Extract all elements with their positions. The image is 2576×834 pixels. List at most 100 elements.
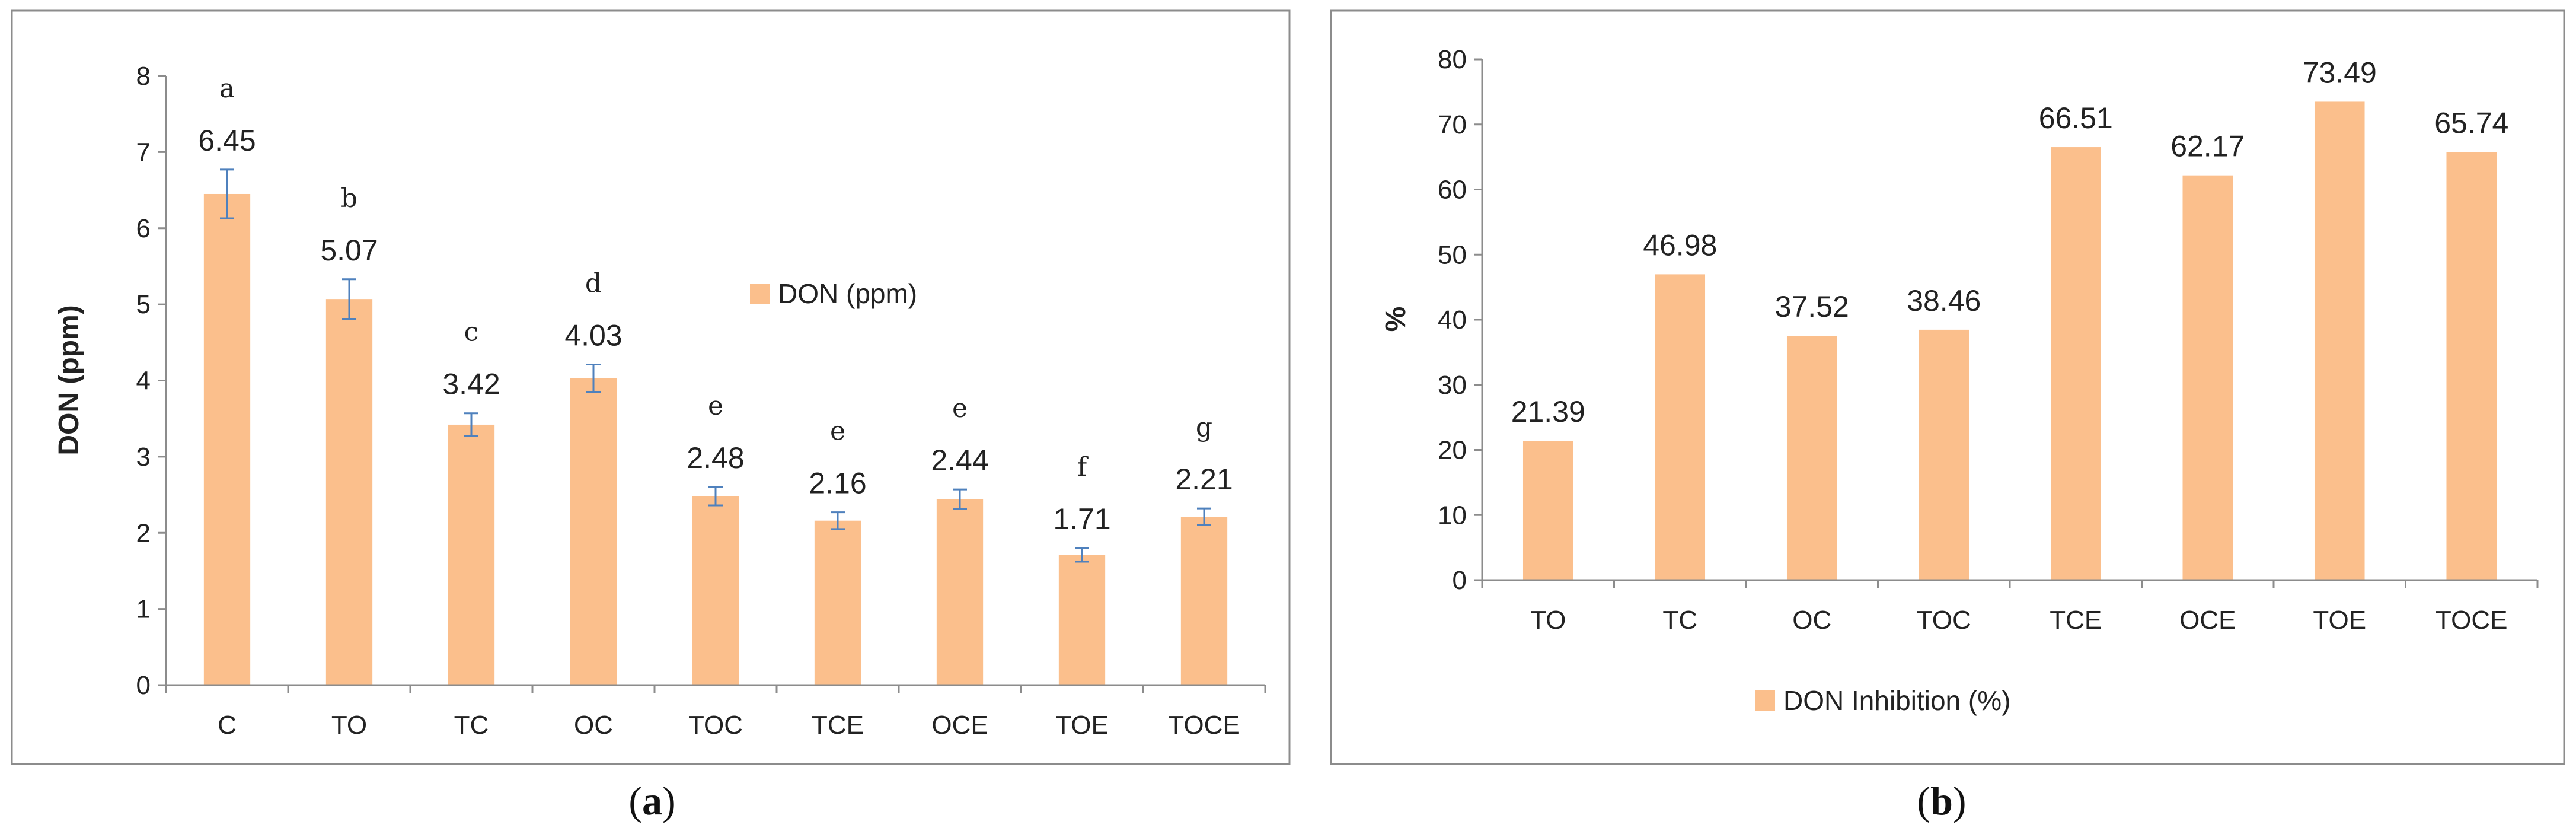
caption-b-close: ) bbox=[1953, 778, 1967, 823]
panel-b-data-label: 37.52 bbox=[1775, 290, 1849, 323]
panel-b-y-tick-label: 70 bbox=[1438, 110, 1467, 139]
panel-a-x-tick-label: TCE bbox=[812, 711, 864, 740]
panel-b-data-label: 65.74 bbox=[2434, 107, 2508, 140]
panel-b-x-tick-label: TOE bbox=[2313, 606, 2366, 635]
panel-b-bar bbox=[1919, 329, 1969, 580]
panel-a-significance-letter: b bbox=[341, 183, 357, 214]
panel-a-x-tick-label: OC bbox=[574, 711, 613, 740]
panel-a-bar bbox=[1058, 555, 1106, 685]
caption-b-open: ( bbox=[1917, 778, 1930, 823]
panel-a-significance-letter: e bbox=[830, 416, 845, 447]
panel-b-legend-swatch bbox=[1755, 690, 1775, 711]
panel-b-y-axis-title: % bbox=[1380, 307, 1412, 332]
panel-b: 0 10 20 30 40 50 60 70 80 21.39 46.98 37.52 38.46 66… bbox=[1330, 9, 2565, 765]
panel-a-x-tick-label: TOE bbox=[1055, 711, 1109, 740]
panel-b-data-label: 66.51 bbox=[2039, 101, 2113, 135]
panel-a-significance-letter: c bbox=[464, 317, 479, 348]
caption-a-open: ( bbox=[628, 778, 642, 823]
panel-b-y-tick-label: 50 bbox=[1438, 240, 1467, 269]
panel-b-bar bbox=[2182, 175, 2233, 580]
caption-a-close: ) bbox=[662, 778, 676, 823]
panel-a-y-tick-label: 4 bbox=[136, 367, 151, 396]
panel-b-x-tick-label: TOCE bbox=[2435, 606, 2507, 635]
panel-a-y-axis-title: DON (ppm) bbox=[53, 305, 85, 455]
panel-b-x-tick-label: OC bbox=[1792, 606, 1831, 635]
panel-b-x-tick-label: TOC bbox=[1917, 606, 1971, 635]
panel-b-x-tick-label: TC bbox=[1662, 606, 1697, 635]
panel-a-y-tick-label: 0 bbox=[136, 671, 151, 700]
panel-a-x-tick-label: TOCE bbox=[1168, 711, 1240, 740]
panel-b-y-tick-label: 10 bbox=[1438, 501, 1467, 530]
panel-a-x-tick-labels: C TO TC OC TOC TCE OCE TOE TOCE bbox=[165, 685, 1266, 740]
panel-a-significance-letter: a bbox=[219, 74, 235, 104]
panel-b-data-label: 62.17 bbox=[2170, 130, 2245, 163]
panel-a-data-labels: 6.45 5.07 3.42 4.03 2.48 2.16 2.44 1.71 2.21 bbox=[198, 124, 1233, 536]
panel-a-x-tick-label: OCE bbox=[931, 711, 988, 740]
panel-a-data-label: 3.42 bbox=[442, 368, 500, 401]
panel-a-bar bbox=[325, 299, 373, 685]
panel-b-y-tick-label: 80 bbox=[1438, 45, 1467, 74]
panel-a-data-label: 1.71 bbox=[1053, 502, 1110, 536]
panel-a-significance-letter: e bbox=[708, 391, 723, 421]
caption-a: (a) bbox=[628, 778, 675, 823]
panel-b-x-tick-labels: TO TC OC TOC TCE OCE TOE TOCE bbox=[1481, 580, 2539, 635]
panel-a-significance-letter: f bbox=[1077, 452, 1089, 482]
panel-a-bar bbox=[203, 193, 251, 685]
panel-a-legend-swatch bbox=[750, 284, 770, 304]
panel-a-bar bbox=[814, 520, 861, 685]
panel-b-bar bbox=[2446, 152, 2497, 580]
panel-a-bar bbox=[1180, 517, 1228, 685]
panel-a-legend-label: DON (ppm) bbox=[778, 278, 917, 309]
panel-a-data-label: 2.21 bbox=[1175, 463, 1233, 496]
panel-a-y-tick-label: 6 bbox=[136, 214, 151, 243]
panel-a-y-tick-label: 3 bbox=[136, 443, 151, 472]
panel-a-significance-letter: d bbox=[585, 269, 602, 299]
panel-a-y-tick-labels: 0 1 2 3 4 5 6 7 8 bbox=[136, 62, 166, 700]
panel-b-y-tick-label: 0 bbox=[1453, 566, 1467, 595]
panel-a-data-label: 2.16 bbox=[809, 467, 866, 500]
panel-b-data-label: 46.98 bbox=[1643, 228, 1717, 262]
panel-a-significance-letter: e bbox=[952, 393, 968, 424]
panel-a-data-label: 2.48 bbox=[687, 441, 744, 475]
panel-b-data-label: 38.46 bbox=[1907, 284, 1981, 317]
panel-a-bar bbox=[448, 424, 495, 685]
panel-b-legend-label: DON Inhibition (%) bbox=[1783, 685, 2010, 716]
panel-a-data-label: 5.07 bbox=[320, 234, 378, 267]
panel-a-y-tick-label: 7 bbox=[136, 138, 151, 167]
panel-a-significance-letters: a b c d e e e f g bbox=[219, 74, 1212, 482]
panel-a: 0 1 2 3 4 5 6 7 8 6.45 5.07 3.42 4.03 2.48 2.16 2.44 1.… bbox=[11, 9, 1291, 765]
panel-a-data-label: 6.45 bbox=[198, 124, 256, 157]
panel-b-legend: DON Inhibition (%) bbox=[1755, 685, 2010, 716]
panel-a-x-tick-label: TO bbox=[331, 711, 367, 740]
panel-b-data-label: 21.39 bbox=[1511, 395, 1585, 428]
panel-a-data-label: 4.03 bbox=[564, 319, 622, 352]
panel-a-legend: DON (ppm) bbox=[750, 278, 917, 309]
panel-a-x-tick-label: C bbox=[218, 711, 237, 740]
panel-b-x-tick-label: TO bbox=[1530, 606, 1566, 635]
panel-a-error-bars bbox=[220, 168, 1211, 563]
panel-b-bar bbox=[1655, 274, 1706, 580]
panel-a-significance-letter: g bbox=[1196, 412, 1212, 443]
panel-a-bar bbox=[570, 378, 617, 685]
panel-b-y-tick-label: 20 bbox=[1438, 436, 1467, 465]
panel-b-y-tick-label: 60 bbox=[1438, 176, 1467, 205]
panel-b-bar bbox=[1786, 336, 1837, 580]
panel-b-bar bbox=[2314, 101, 2365, 580]
panel-a-x-tick-label: TC bbox=[454, 711, 489, 740]
panel-a-y-tick-label: 5 bbox=[136, 290, 151, 319]
caption-a-letter: a bbox=[642, 778, 662, 823]
panel-a-data-label: 2.44 bbox=[931, 444, 988, 477]
panel-a-bar bbox=[692, 496, 739, 685]
panel-b-bars bbox=[1522, 101, 2497, 581]
panel-b-y-tick-labels: 0 10 20 30 40 50 60 70 80 bbox=[1438, 45, 1482, 595]
panel-b-bar bbox=[2050, 147, 2101, 581]
panel-a-x-tick-label: TOC bbox=[688, 711, 743, 740]
panel-b-data-label: 73.49 bbox=[2303, 56, 2377, 89]
caption-b-letter: b bbox=[1930, 778, 1953, 823]
panel-b-data-labels: 21.39 46.98 37.52 38.46 66.51 62.17 73.49 65.74 bbox=[1511, 56, 2509, 428]
caption-b: (b) bbox=[1917, 778, 1966, 823]
panel-b-y-tick-label: 30 bbox=[1438, 371, 1467, 400]
panel-a-bar bbox=[936, 499, 984, 685]
panel-b-y-tick-label: 40 bbox=[1438, 305, 1467, 335]
